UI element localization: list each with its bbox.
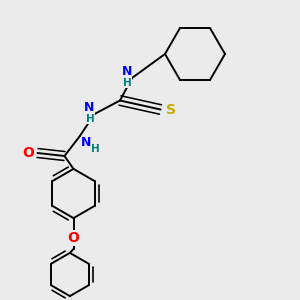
Text: H: H <box>92 144 100 154</box>
Text: H: H <box>123 78 132 88</box>
Text: N: N <box>81 136 92 149</box>
Text: O: O <box>68 231 80 245</box>
Text: N: N <box>122 65 132 78</box>
Text: N: N <box>84 101 94 114</box>
Text: O: O <box>22 146 34 160</box>
Text: S: S <box>166 103 176 116</box>
Text: H: H <box>86 114 94 124</box>
